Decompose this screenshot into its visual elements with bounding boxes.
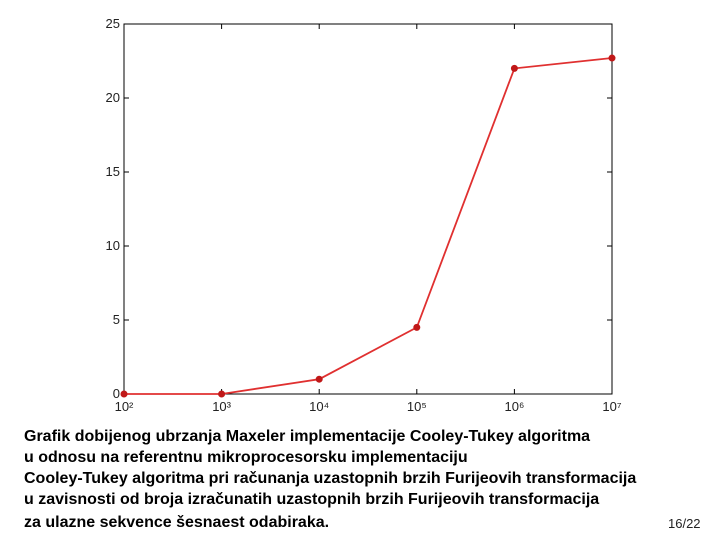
- y-tick-label: 0: [113, 386, 120, 401]
- page-number: 16/22: [668, 516, 701, 531]
- caption-line: u zavisnosti od broja izračunatih uzasto…: [24, 491, 599, 508]
- caption-line: Cooley-Tukey algoritma pri računanja uza…: [24, 470, 636, 487]
- data-point: [315, 375, 323, 383]
- x-tick-label: 10²: [115, 399, 134, 414]
- caption-line: za ulazne sekvence šesnaest odabiraka.: [24, 514, 329, 531]
- plot-frame: [123, 23, 613, 395]
- data-line: [124, 57, 613, 395]
- x-tick-label: 10³: [212, 399, 231, 414]
- x-tick-label: 10⁵: [407, 399, 427, 414]
- y-tick-label: 20: [106, 90, 120, 105]
- x-tick-label: 10⁷: [602, 399, 621, 414]
- y-tick-label: 10: [106, 238, 120, 253]
- y-tick-label: 15: [106, 164, 120, 179]
- data-point: [608, 54, 616, 62]
- data-point: [510, 64, 518, 72]
- caption-line: Grafik dobijenog ubrzanja Maxeler implem…: [24, 428, 590, 445]
- data-point: [218, 390, 226, 398]
- y-tick-label: 5: [113, 312, 120, 327]
- data-point: [120, 390, 128, 398]
- caption-line: u odnosu na referentnu mikroprocesorsku …: [24, 449, 468, 466]
- y-tick-label: 25: [106, 16, 120, 31]
- data-point: [413, 323, 421, 331]
- x-tick-label: 10⁴: [309, 399, 329, 414]
- x-tick-label: 10⁶: [504, 399, 524, 414]
